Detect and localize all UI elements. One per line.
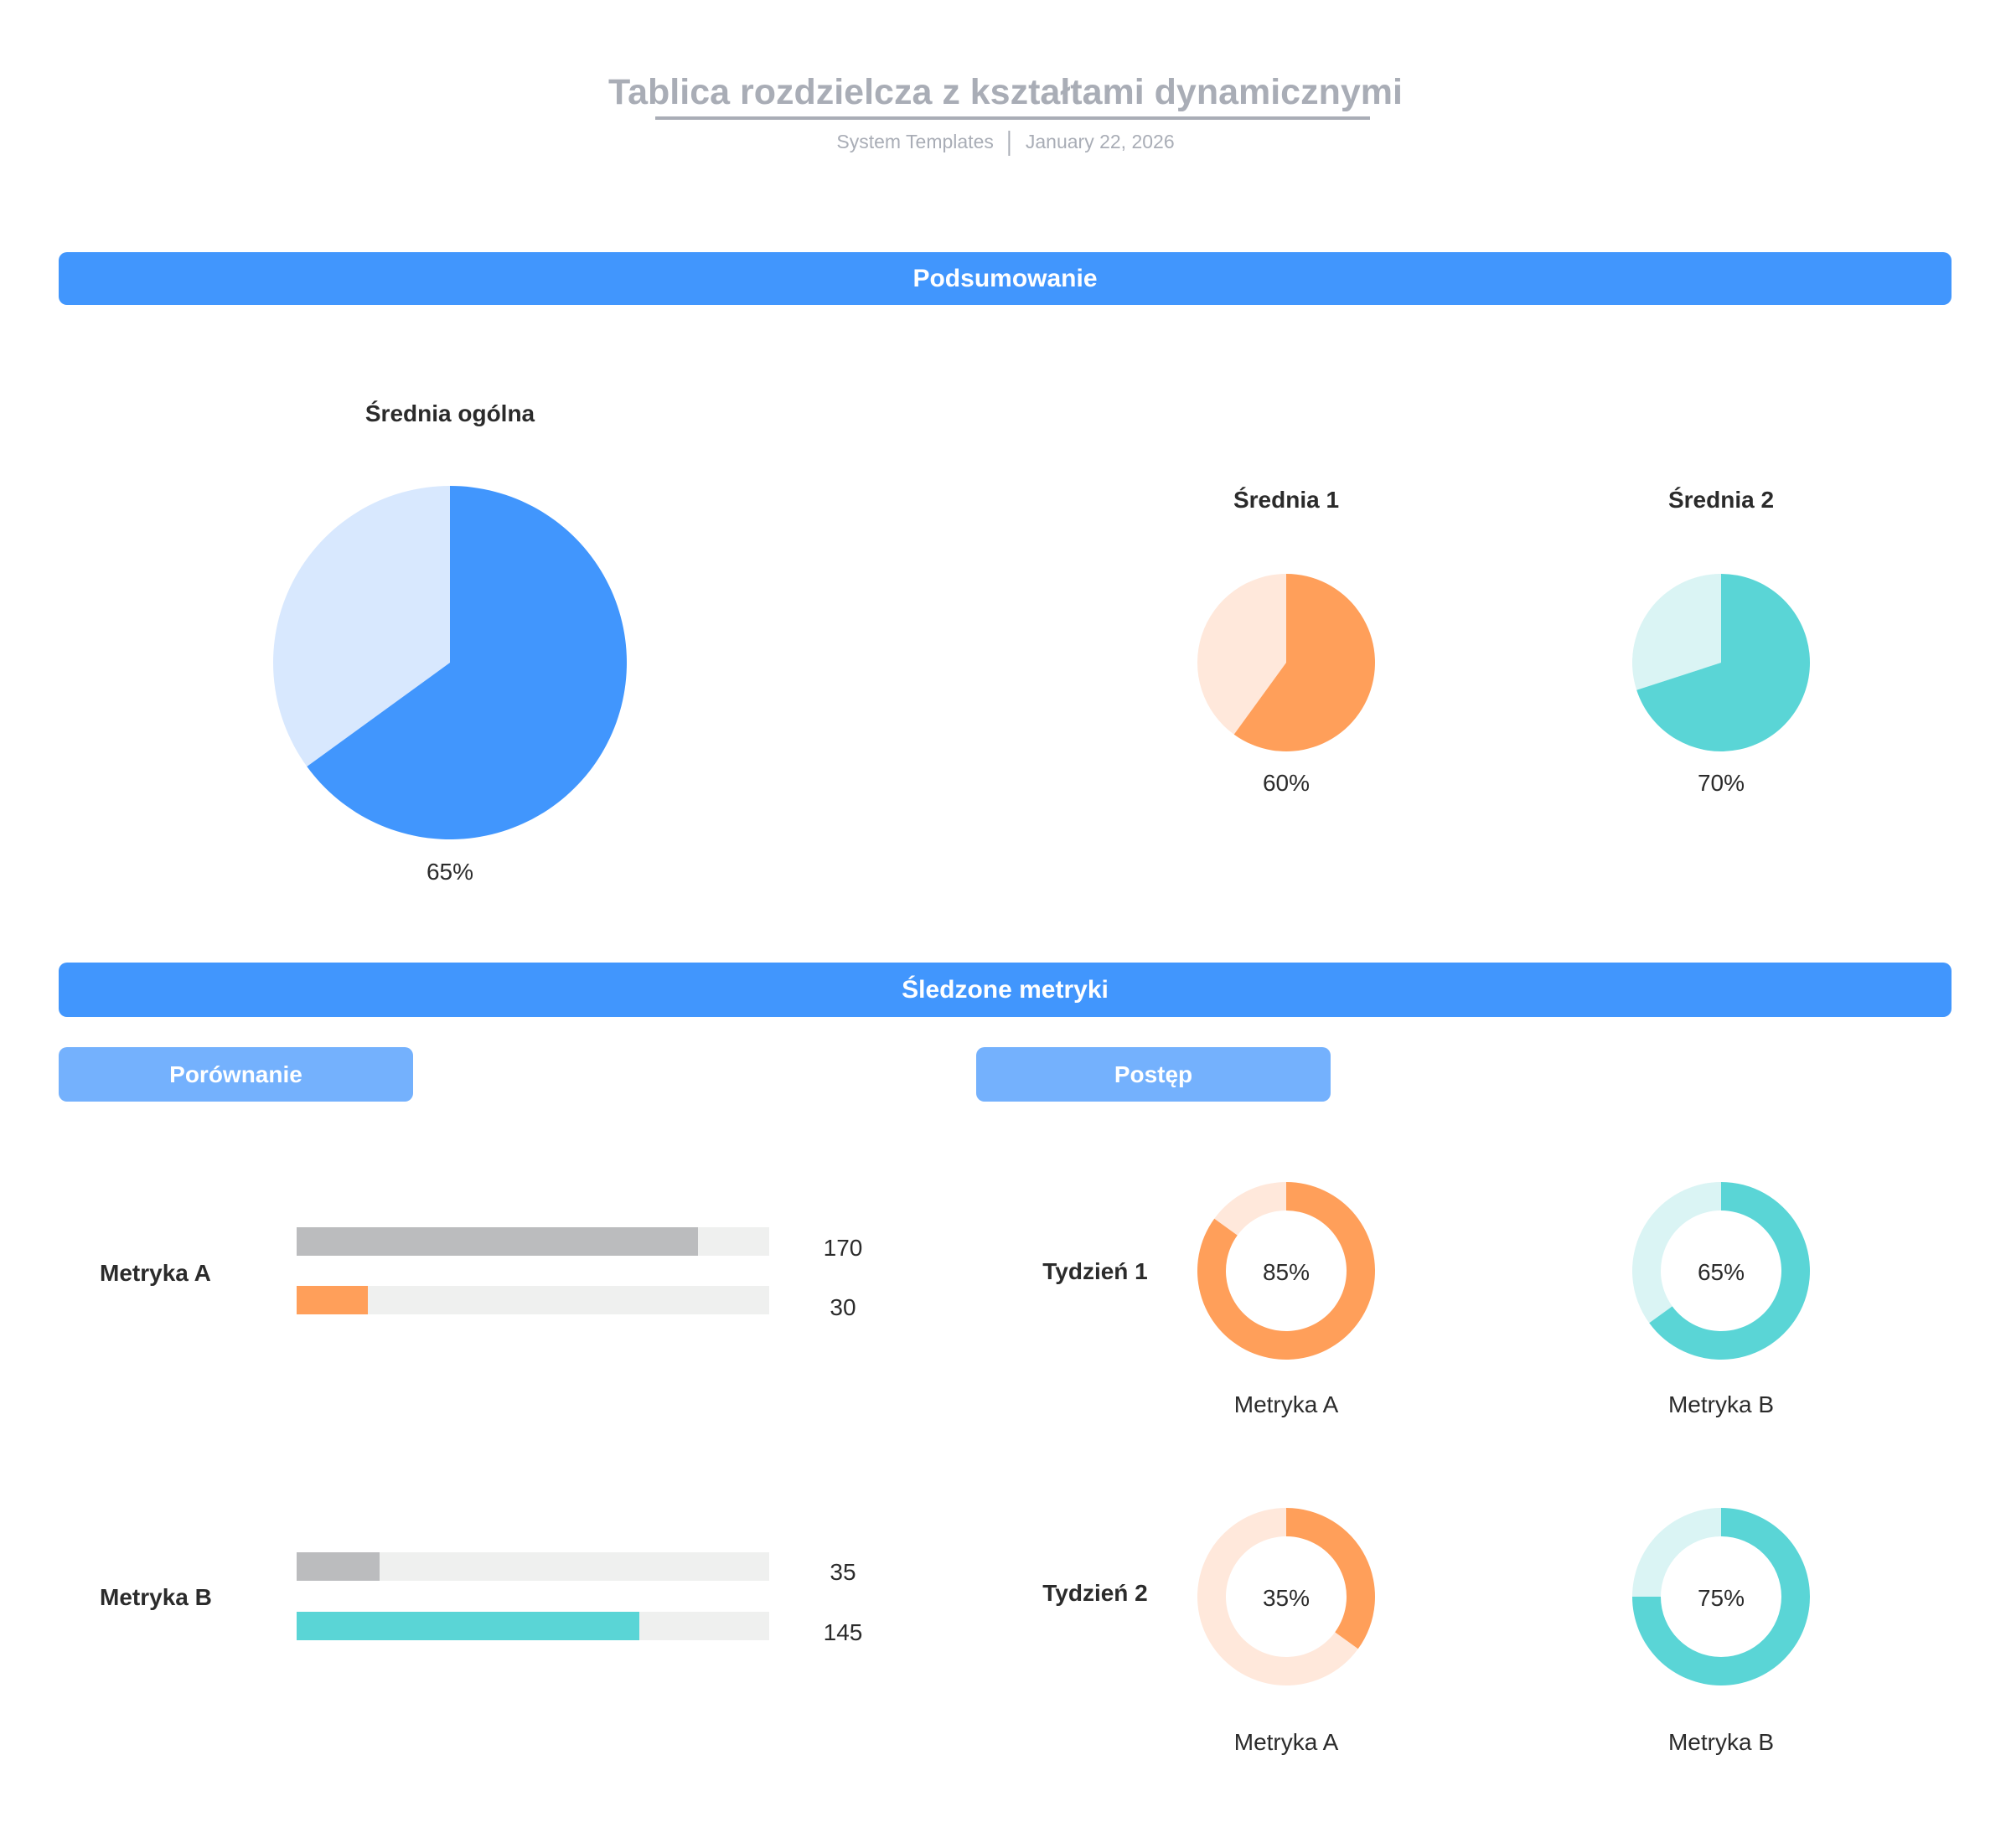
bar-value-a-1: 170 [823, 1235, 863, 1261]
bar-a-1 [297, 1227, 699, 1256]
source-label: System Templates [836, 131, 994, 153]
donut-center-label: 35% [1262, 1585, 1311, 1611]
donut-center-label: 65% [1697, 1259, 1745, 1285]
donut-arc-value [1632, 1508, 1810, 1685]
donut-row-label-week2: Tydzień 2 [1042, 1580, 1148, 1606]
date-label: January 22, 2026 [1025, 131, 1175, 153]
donut-arc-remainder [1197, 1508, 1358, 1686]
bar-track [297, 1612, 769, 1640]
section-banner-summary: Podsumowanie [59, 252, 1952, 305]
pie-slice-value [307, 486, 628, 839]
bar-track [297, 1552, 769, 1581]
bar-value-b-1: 35 [830, 1559, 856, 1585]
bar-value-a-2: 30 [830, 1294, 856, 1320]
donut-row-label-week1: Tydzień 1 [1042, 1258, 1148, 1284]
title-underline [655, 116, 1370, 120]
pie-label-avg2: 70% [1697, 770, 1745, 796]
donut-name-label: Metryka A [1233, 1391, 1339, 1417]
pie-slice-value [1636, 574, 1810, 751]
donut-arc-remainder [1632, 1508, 1721, 1597]
donut-name-label: Metryka A [1233, 1729, 1339, 1755]
bar-a-2 [297, 1286, 368, 1314]
section-banner-tracked: Śledzone metryki [59, 963, 1952, 1017]
pie-slice-remainder [1197, 574, 1286, 735]
donut-center-label: 75% [1697, 1585, 1745, 1611]
bar-track [297, 1227, 769, 1256]
pie-slice-remainder [1631, 574, 1721, 690]
donut-name-label: Metryka B [1667, 1729, 1775, 1755]
separator [1008, 131, 1011, 156]
donut-center-label: 85% [1262, 1259, 1311, 1285]
donut-arc-value [1197, 1182, 1375, 1360]
progress-header: Postęp [976, 1047, 1331, 1102]
donut-arc-value [1286, 1508, 1375, 1649]
pie-slice-value [1233, 574, 1376, 751]
pie-label-avg1: 60% [1262, 770, 1311, 796]
donut-arc-remainder [1632, 1182, 1721, 1324]
page-title: Tablica rozdzielcza z kształtami dynamic… [608, 72, 1403, 112]
bar-group-label-a: Metryka A [100, 1260, 211, 1286]
pie-title-overall: Średnia ogólna [364, 400, 535, 426]
bar-group-label-b: Metryka B [100, 1584, 212, 1610]
pie-slice-remainder [273, 486, 450, 767]
bar-track [297, 1286, 769, 1314]
donut-name-label: Metryka B [1667, 1391, 1775, 1417]
pie-label-overall: 65% [426, 859, 474, 885]
donut-arc-value [1649, 1182, 1811, 1360]
pie-title-avg1: Średnia 1 [1233, 487, 1340, 513]
bar-value-b-2: 145 [823, 1619, 863, 1645]
bar-b-2 [297, 1612, 639, 1640]
bar-b-1 [297, 1552, 380, 1581]
pie-title-avg2: Średnia 2 [1667, 487, 1775, 513]
page-subtitle: System Templates January 22, 2026 [836, 131, 1175, 156]
comparison-header: Porównanie [59, 1047, 413, 1102]
donut-arc-remainder [1214, 1182, 1286, 1236]
